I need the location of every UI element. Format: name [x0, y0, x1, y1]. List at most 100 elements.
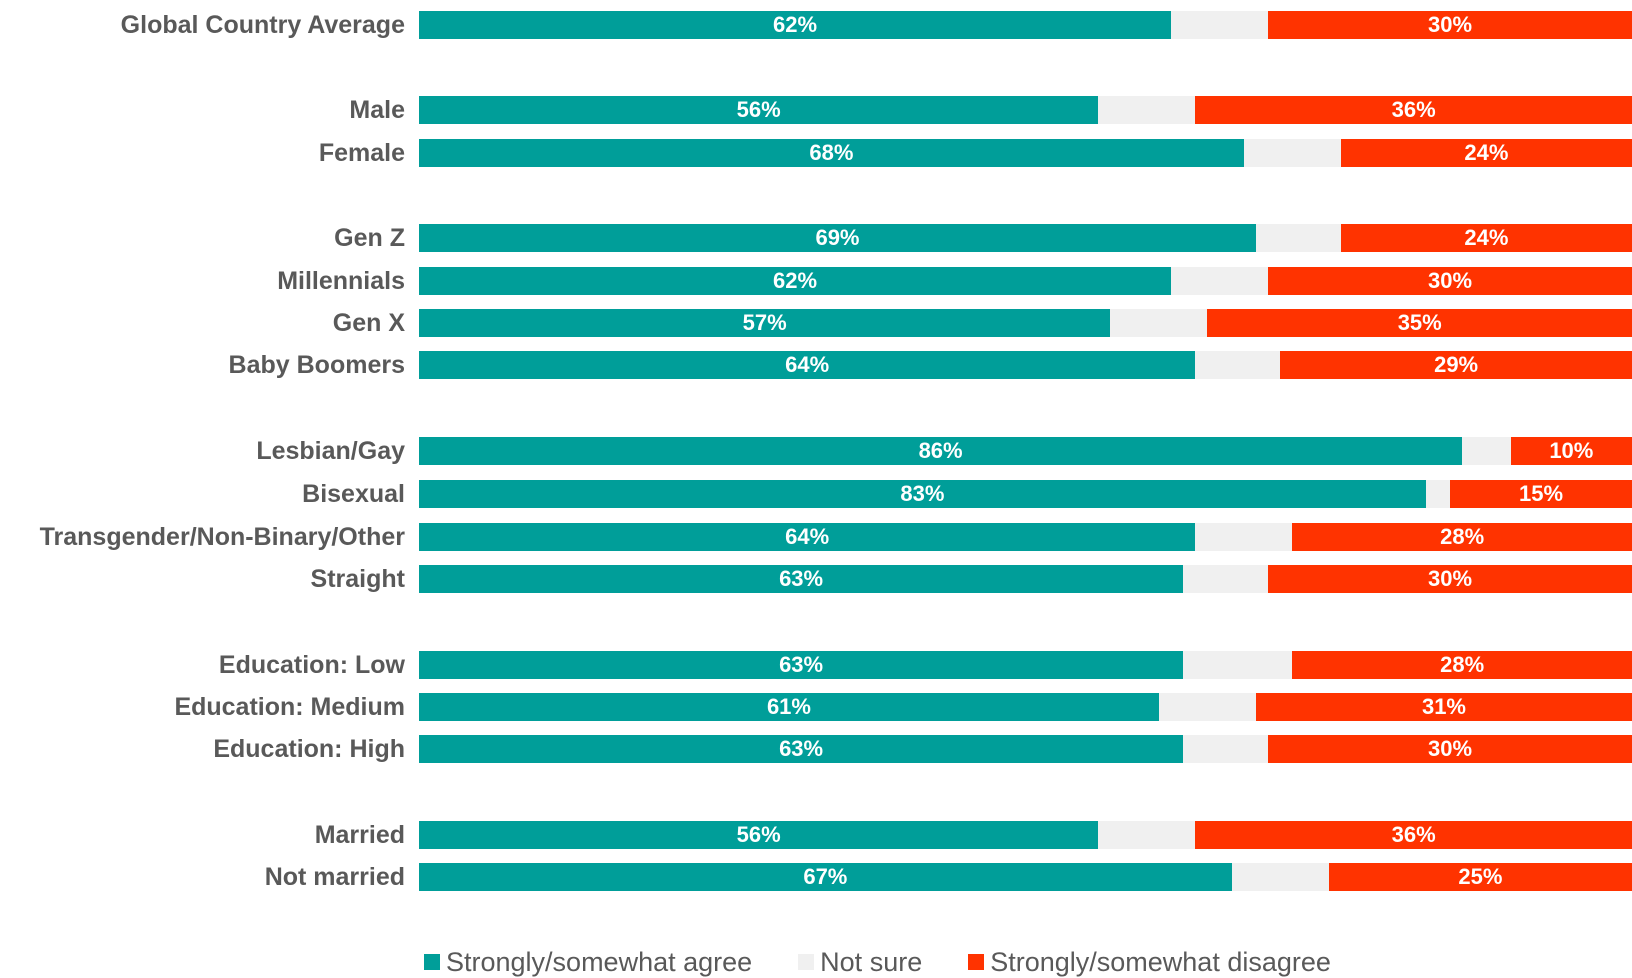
category-label: Education: Low — [218, 651, 405, 679]
bar-segment-not-sure — [1110, 309, 1208, 337]
data-label: 36% — [1391, 822, 1436, 847]
bar-segment-not-sure — [1171, 11, 1269, 39]
data-label: 62% — [773, 12, 818, 37]
data-label: 36% — [1391, 97, 1436, 122]
category-label: Transgender/Non-Binary/Other — [39, 523, 405, 551]
data-label: 61% — [766, 694, 811, 719]
legend-label: Not sure — [820, 946, 923, 977]
bar-segment-not-sure — [1098, 96, 1196, 124]
legend-item: Strongly/somewhat agree — [424, 947, 752, 978]
bar-segment-strongly-somewhat-disagree — [1328, 863, 1632, 891]
bar-segment-strongly-somewhat-disagree — [1268, 565, 1632, 593]
bar-segment-strongly-somewhat-agree — [419, 267, 1172, 295]
bar-segment-strongly-somewhat-agree — [419, 821, 1099, 849]
bar-segment-strongly-somewhat-agree — [419, 735, 1184, 763]
legend-swatch — [968, 954, 985, 970]
bar-segment-strongly-somewhat-disagree — [1510, 437, 1632, 465]
legend-label: Strongly/somewhat disagree — [990, 946, 1331, 977]
data-label: 63% — [779, 566, 824, 591]
bar-segment-strongly-somewhat-agree — [419, 96, 1099, 124]
data-label: 15% — [1518, 481, 1564, 506]
bar-segment-strongly-somewhat-disagree — [1268, 735, 1632, 763]
data-label: 29% — [1434, 352, 1479, 377]
bar-segment-strongly-somewhat-agree — [419, 480, 1426, 508]
bar-segment-not-sure — [1243, 139, 1341, 167]
data-label: 62% — [773, 268, 818, 293]
data-label: 56% — [736, 97, 781, 122]
data-label: 30% — [1428, 268, 1473, 293]
data-label: 30% — [1428, 736, 1473, 761]
bar-segment-strongly-somewhat-disagree — [1280, 351, 1632, 379]
category-label: Gen Z — [334, 224, 405, 252]
category-label: Global Country Average — [120, 11, 405, 39]
bar-segment-strongly-somewhat-disagree — [1255, 693, 1632, 721]
data-label: 56% — [736, 822, 781, 847]
data-label: 63% — [779, 652, 824, 677]
legend-swatch — [424, 954, 440, 970]
legend-label: Strongly/somewhat agree — [446, 946, 753, 977]
category-label: Male — [349, 96, 405, 124]
category-label: Bisexual — [302, 480, 405, 508]
bar-segment-not-sure — [1183, 651, 1293, 679]
bar-segment-strongly-somewhat-agree — [419, 565, 1184, 593]
data-label: 28% — [1440, 652, 1485, 677]
data-label: 57% — [742, 310, 787, 335]
data-label: 63% — [779, 736, 824, 761]
bar-segment-strongly-somewhat-disagree — [1450, 480, 1632, 508]
category-label: Gen X — [332, 309, 405, 337]
category-label: Lesbian/Gay — [256, 437, 405, 465]
data-label: 35% — [1397, 310, 1442, 335]
bar-segment-not-sure — [1195, 523, 1293, 551]
category-label: Not married — [264, 863, 405, 891]
bar-segment-not-sure — [1171, 267, 1269, 295]
legend-item: Not sure — [798, 947, 922, 978]
bar-segment-not-sure — [1195, 351, 1281, 379]
category-label: Education: Medium — [174, 693, 405, 721]
data-label: 67% — [803, 864, 848, 889]
bar-segment-not-sure — [1158, 693, 1256, 721]
data-label: 31% — [1421, 694, 1466, 719]
bar-segment-strongly-somewhat-disagree — [1195, 821, 1632, 849]
data-label: 24% — [1464, 140, 1509, 165]
bar-segment-not-sure — [1462, 437, 1511, 465]
data-label: 28% — [1440, 524, 1485, 549]
bar-segment-not-sure — [1183, 735, 1269, 763]
bar-segment-strongly-somewhat-agree — [419, 309, 1111, 337]
bar-segment-strongly-somewhat-agree — [419, 693, 1159, 721]
bar-segment-strongly-somewhat-disagree — [1340, 139, 1632, 167]
bar-segment-strongly-somewhat-disagree — [1207, 309, 1632, 337]
bar-segment-not-sure — [1183, 565, 1269, 593]
category-label: Female — [318, 139, 405, 167]
bar-segment-strongly-somewhat-disagree — [1195, 96, 1632, 124]
bar-segment-strongly-somewhat-agree — [419, 139, 1244, 167]
bar-segment-not-sure — [1255, 224, 1341, 252]
category-label: Baby Boomers — [228, 351, 405, 379]
category-label: Straight — [310, 565, 405, 593]
data-label: 25% — [1458, 864, 1503, 889]
bar-segment-not-sure — [1425, 480, 1451, 508]
bar-segment-not-sure — [1098, 821, 1196, 849]
bar-segment-strongly-somewhat-disagree — [1340, 224, 1632, 252]
category-label: Married — [314, 821, 405, 849]
legend-swatch — [798, 954, 815, 970]
data-label: 30% — [1428, 12, 1473, 37]
data-label: 10% — [1549, 438, 1594, 463]
bar-segment-strongly-somewhat-agree — [419, 863, 1232, 891]
data-label: 69% — [815, 225, 860, 250]
data-label: 64% — [785, 352, 830, 377]
bar-segment-not-sure — [1231, 863, 1329, 891]
data-label: 24% — [1464, 225, 1509, 250]
data-label: 64% — [785, 524, 830, 549]
chart-legend: Strongly/somewhat agree Not sure Strongly/… — [424, 946, 1377, 978]
data-label: 83% — [900, 481, 945, 506]
bar-segment-strongly-somewhat-agree — [419, 651, 1184, 679]
data-label: 30% — [1428, 566, 1473, 591]
bar-segment-strongly-somewhat-agree — [419, 523, 1196, 551]
category-label: Education: High — [213, 735, 405, 763]
bar-segment-strongly-somewhat-agree — [419, 11, 1172, 39]
category-label: Millennials — [277, 267, 405, 295]
bar-segment-strongly-somewhat-agree — [419, 437, 1463, 465]
legend-item: Strongly/somewhat disagree — [968, 947, 1331, 978]
data-label: 68% — [809, 140, 854, 165]
